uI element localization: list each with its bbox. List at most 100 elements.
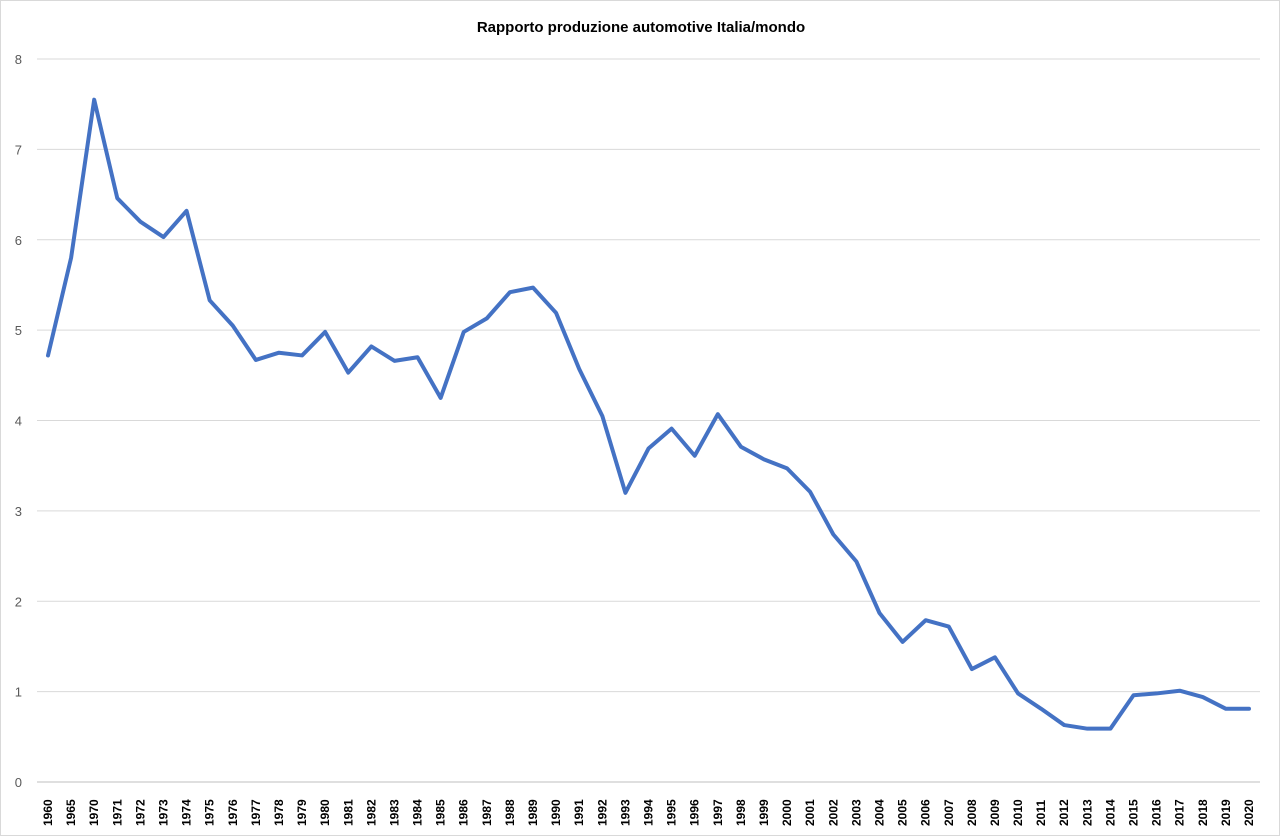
x-tick-label: 2010 bbox=[1011, 799, 1025, 826]
data-point bbox=[1201, 695, 1205, 699]
x-tick-label: 1975 bbox=[203, 799, 217, 826]
x-tick-label: 2009 bbox=[988, 799, 1002, 826]
data-point bbox=[208, 298, 212, 302]
data-point bbox=[323, 330, 327, 334]
x-tick-label: 1979 bbox=[295, 799, 309, 826]
x-tick-label: 1982 bbox=[364, 799, 378, 826]
data-point bbox=[970, 667, 974, 671]
data-point bbox=[46, 353, 50, 357]
x-axis-ticks: 1960 1965 1970 1971 1972 1973 1974 1975 1976 1977… bbox=[41, 799, 1256, 826]
x-tick-label: 1983 bbox=[387, 799, 401, 826]
x-tick-label: 1999 bbox=[757, 799, 771, 826]
data-point bbox=[693, 454, 697, 458]
x-tick-label: 2008 bbox=[965, 799, 979, 826]
data-point bbox=[254, 358, 258, 362]
x-tick-label: 1997 bbox=[711, 799, 725, 826]
data-point bbox=[1247, 707, 1251, 711]
data-point bbox=[1178, 689, 1182, 693]
data-point bbox=[346, 371, 350, 375]
data-point bbox=[1016, 691, 1020, 695]
x-tick-label: 1990 bbox=[549, 799, 563, 826]
data-point bbox=[485, 316, 489, 320]
data-point bbox=[92, 98, 96, 102]
x-tick-label: 2014 bbox=[1103, 799, 1117, 826]
x-tick-label: 2011 bbox=[1034, 800, 1048, 826]
data-point bbox=[300, 353, 304, 357]
x-tick-label: 1978 bbox=[272, 799, 286, 826]
data-point bbox=[392, 359, 396, 363]
data-point bbox=[1085, 727, 1089, 731]
data-point bbox=[1108, 727, 1112, 731]
series-line-group bbox=[46, 97, 1251, 731]
x-tick-label: 2019 bbox=[1219, 799, 1233, 826]
data-point bbox=[416, 355, 420, 359]
x-tick-label: 1984 bbox=[411, 799, 425, 826]
y-tick-label: 7 bbox=[15, 142, 22, 157]
x-tick-label: 2016 bbox=[1150, 799, 1164, 826]
data-point bbox=[508, 290, 512, 294]
x-tick-label: 1960 bbox=[41, 799, 55, 826]
data-point bbox=[647, 447, 651, 451]
x-tick-label: 2015 bbox=[1127, 799, 1141, 826]
gridlines bbox=[37, 58, 1260, 783]
x-tick-label: 1992 bbox=[595, 799, 609, 826]
data-point bbox=[623, 491, 627, 495]
y-tick-label: 2 bbox=[15, 594, 22, 609]
y-tick-label: 8 bbox=[15, 52, 22, 67]
y-axis-ticks: 0 1 2 3 4 5 6 7 8 bbox=[15, 52, 22, 790]
data-point bbox=[762, 457, 766, 461]
y-tick-label: 3 bbox=[15, 504, 22, 519]
x-tick-label: 1980 bbox=[318, 799, 332, 826]
data-point bbox=[69, 256, 73, 260]
x-tick-label: 1970 bbox=[87, 799, 101, 826]
data-point bbox=[831, 532, 835, 536]
x-tick-label: 2002 bbox=[826, 799, 840, 826]
x-tick-label: 1998 bbox=[734, 799, 748, 826]
series-line bbox=[46, 97, 1251, 731]
chart-title: Rapporto produzione automotive Italia/mo… bbox=[476, 19, 806, 36]
data-point bbox=[1224, 707, 1228, 711]
data-point bbox=[369, 344, 373, 348]
data-point bbox=[138, 220, 142, 224]
data-point bbox=[1039, 707, 1043, 711]
x-tick-label: 2018 bbox=[1196, 799, 1210, 826]
x-tick-label: 2003 bbox=[849, 799, 863, 826]
x-tick-label: 1976 bbox=[226, 799, 240, 826]
x-tick-label: 1987 bbox=[480, 799, 494, 826]
x-tick-label: 1996 bbox=[688, 799, 702, 826]
x-tick-label: 1974 bbox=[180, 799, 194, 826]
x-tick-label: 2001 bbox=[803, 799, 817, 826]
data-point bbox=[161, 235, 165, 239]
data-point bbox=[670, 427, 674, 431]
data-point bbox=[854, 559, 858, 563]
x-tick-label: 1965 bbox=[64, 799, 78, 826]
x-tick-label: 2007 bbox=[942, 799, 956, 826]
x-tick-label: 1977 bbox=[249, 799, 263, 826]
x-tick-label: 1971 bbox=[110, 799, 124, 826]
data-point bbox=[716, 412, 720, 416]
x-tick-label: 1993 bbox=[618, 799, 632, 826]
x-tick-label: 1991 bbox=[572, 799, 586, 826]
data-point bbox=[993, 655, 997, 659]
y-tick-label: 6 bbox=[15, 233, 22, 248]
data-point bbox=[277, 351, 281, 355]
data-point bbox=[877, 611, 881, 615]
data-point bbox=[1062, 723, 1066, 727]
data-point bbox=[462, 330, 466, 334]
x-tick-label: 2012 bbox=[1057, 799, 1071, 826]
x-tick-label: 2013 bbox=[1080, 799, 1094, 826]
data-point bbox=[901, 640, 905, 644]
x-tick-label: 1994 bbox=[642, 799, 656, 826]
x-tick-label: 2005 bbox=[896, 799, 910, 826]
data-point bbox=[231, 324, 235, 328]
y-tick-label: 0 bbox=[15, 775, 22, 790]
data-point bbox=[600, 414, 604, 418]
x-tick-label: 2004 bbox=[872, 799, 886, 826]
x-tick-label: 1995 bbox=[665, 799, 679, 826]
x-tick-label: 1973 bbox=[156, 799, 170, 826]
data-point bbox=[1155, 691, 1159, 695]
data-point bbox=[808, 490, 812, 494]
data-point bbox=[577, 367, 581, 371]
